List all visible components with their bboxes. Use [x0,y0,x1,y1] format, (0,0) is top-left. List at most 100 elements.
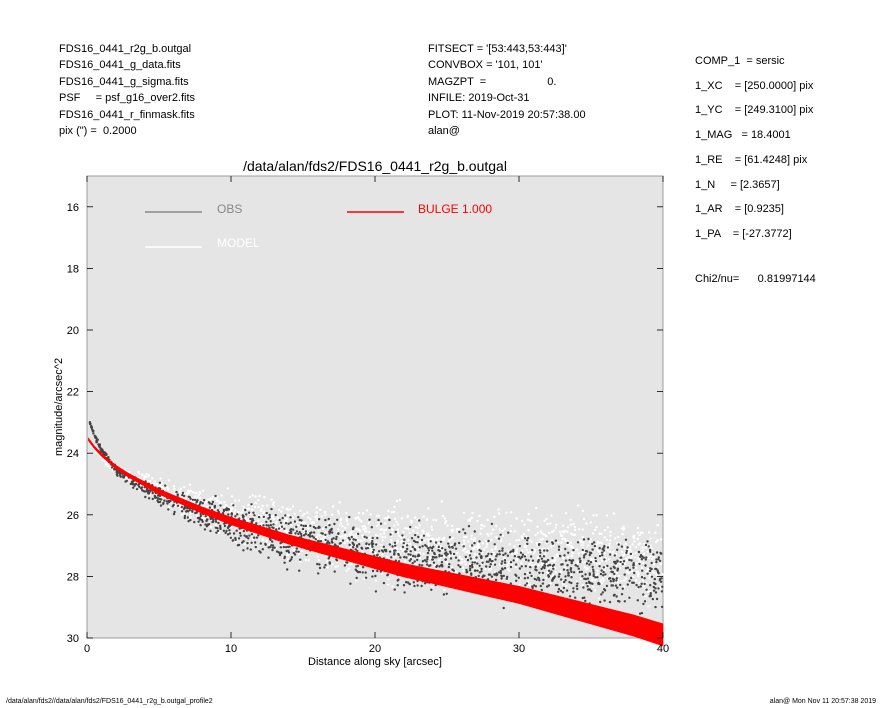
obs-point [473,569,477,572]
model-point [349,531,352,534]
obs-point [457,564,460,567]
obs-point [304,530,308,533]
obs-point [382,581,386,585]
model-point [240,511,243,514]
model-point [376,521,380,524]
obs-point [355,576,358,580]
model-point [638,542,641,545]
fit-parameter-line: 1_YC = [249.3100] pix [695,104,814,117]
obs-point [207,501,211,504]
y-tick-label: 16 [67,202,79,214]
obs-point [420,564,424,567]
obs-point [255,536,259,539]
model-point [579,577,582,580]
obs-point [199,524,202,527]
model-point [656,524,659,527]
obs-point [223,522,226,525]
obs-point [323,566,326,569]
obs-point [514,563,518,566]
obs-point [151,491,154,495]
obs-point [470,550,473,553]
model-point [339,522,343,525]
model-point [271,514,275,518]
model-point [414,545,417,548]
model-point [344,534,347,537]
obs-point [417,535,420,539]
obs-point [526,542,529,546]
obs-point [441,547,444,550]
obs-point [393,552,396,555]
header-left-line: PSF = psf_g16_over2.fits [59,92,196,105]
obs-point [553,575,556,578]
model-point [592,514,595,517]
obs-point [290,556,294,559]
model-point [193,501,196,504]
model-point [463,560,466,563]
model-point [559,530,562,533]
obs-point [361,566,365,569]
obs-point [409,558,413,561]
model-point [191,491,194,494]
obs-point [193,520,196,524]
obs-point [328,530,332,534]
obs-point [639,585,642,588]
obs-point [567,572,570,575]
model-point [243,543,247,546]
obs-point [543,560,546,563]
obs-point [269,523,272,527]
obs-point [576,587,579,591]
model-point [506,568,510,571]
model-point [545,534,548,538]
model-point [535,542,538,545]
model-point [284,517,287,520]
model-point [526,518,530,521]
obs-point [570,576,573,579]
model-point [641,546,644,549]
model-point [647,605,650,608]
obs-point [538,579,541,582]
obs-point [397,552,400,556]
obs-point [165,500,169,503]
obs-point [588,572,591,575]
model-point [464,551,467,554]
model-point [400,517,404,520]
obs-point [318,563,321,566]
obs-point [530,574,533,578]
x-tick-label: 10 [225,643,237,655]
model-point [379,533,382,536]
model-point [520,519,524,522]
model-point [317,558,320,562]
model-point [622,528,625,531]
model-point [585,522,588,525]
obs-point [330,527,333,531]
model-point [461,561,464,564]
obs-point [655,558,658,561]
model-point [485,543,489,546]
model-point [605,538,609,541]
model-point [410,519,413,523]
obs-point [449,552,452,555]
model-point [636,526,640,530]
model-point [462,549,465,552]
header-mid-line: alan@ [428,125,460,138]
model-point [198,490,201,494]
obs-point [368,518,371,521]
obs-point [209,529,212,533]
fit-parameter-line: COMP_1 = sersic [695,55,785,67]
obs-point [289,521,292,524]
model-point [209,525,212,529]
obs-point [166,502,169,505]
model-point [163,488,166,491]
model-point [553,556,556,559]
obs-point [499,533,502,536]
obs-point [363,535,366,538]
model-point [304,558,308,562]
obs-point [454,547,458,550]
model-point [598,532,601,535]
model-point [581,544,584,547]
model-point [445,520,448,523]
model-point [623,552,626,555]
model-point [146,479,149,483]
obs-point [564,559,568,562]
obs-point [470,563,474,567]
